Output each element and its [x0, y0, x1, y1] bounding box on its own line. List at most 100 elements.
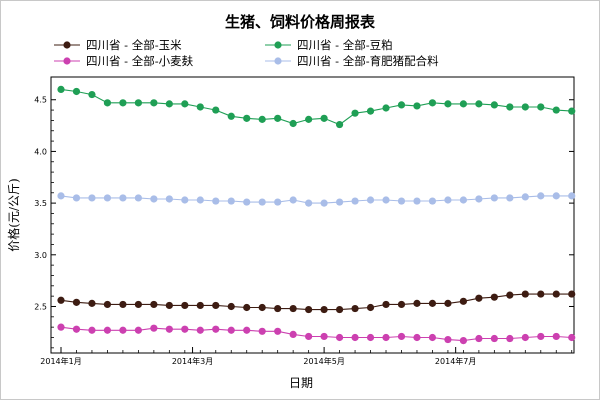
series-line-3 [60, 195, 572, 204]
data-point-series-0 [506, 291, 514, 299]
data-point-series-1 [490, 101, 498, 109]
data-point-series-1 [413, 102, 421, 110]
data-point-series-0 [475, 294, 483, 302]
series-line-2 [60, 326, 572, 342]
data-point-series-2 [274, 327, 282, 335]
data-point-series-1 [165, 100, 173, 108]
data-point-series-2 [150, 324, 158, 332]
data-point-series-2 [165, 325, 173, 333]
data-point-series-3 [305, 199, 313, 207]
data-point-series-2 [181, 325, 189, 333]
data-point-series-0 [552, 290, 560, 298]
x-axis: 2014年1月 2014年3月 2014年5月 2014年7月 [40, 347, 573, 366]
data-point-series-3 [351, 197, 359, 205]
data-point-series-3 [382, 196, 390, 204]
data-point-series-2 [568, 333, 576, 342]
data-point-series-1 [397, 101, 406, 109]
data-point-series-1 [568, 107, 576, 115]
data-point-series-2 [196, 326, 204, 334]
data-point-series-3 [212, 197, 220, 205]
data-point-series-2 [475, 334, 483, 343]
data-point-series-0 [568, 290, 576, 298]
data-point-series-2 [490, 334, 498, 343]
data-point-series-0 [428, 299, 437, 307]
y-tick-label: 2.5 [34, 302, 47, 311]
data-point-series-1 [150, 99, 158, 107]
data-point-series-3 [335, 198, 344, 206]
data-point-series-2 [57, 323, 65, 331]
series-group [57, 85, 576, 345]
data-point-series-0 [444, 299, 452, 307]
data-point-series-2 [72, 325, 81, 333]
data-point-series-0 [335, 305, 344, 314]
data-point-series-1 [366, 107, 375, 115]
y-tick-label: 4.5 [34, 96, 47, 105]
data-point-series-2 [243, 326, 251, 334]
data-point-series-2 [119, 326, 127, 334]
data-point-series-3 [552, 192, 560, 200]
data-point-series-3 [537, 192, 545, 200]
data-point-series-3 [459, 196, 467, 204]
data-point-series-3 [103, 194, 112, 202]
data-point-series-3 [243, 198, 251, 206]
data-point-series-3 [490, 194, 498, 202]
data-point-series-1 [521, 103, 529, 111]
data-point-series-0 [227, 302, 235, 311]
data-point-series-3 [366, 196, 375, 204]
legend-marker-0 [63, 41, 71, 49]
data-point-series-1 [506, 103, 514, 111]
data-point-series-0 [537, 290, 545, 298]
series-line-1 [60, 88, 572, 126]
series-line-0 [60, 293, 572, 311]
data-point-series-0 [181, 301, 189, 310]
data-point-series-0 [366, 303, 375, 312]
data-point-series-0 [103, 300, 112, 309]
x-tick-label: 2014年3月 [172, 356, 213, 366]
data-point-series-1 [459, 100, 467, 108]
data-point-series-3 [196, 196, 204, 204]
data-point-series-0 [397, 300, 406, 309]
data-point-series-1 [57, 85, 65, 94]
data-point-series-0 [413, 299, 421, 307]
data-point-series-1 [103, 99, 112, 107]
data-point-series-2 [444, 335, 452, 344]
data-point-series-2 [382, 333, 390, 342]
data-point-series-3 [258, 198, 266, 206]
chart-title: 生猪、饲料价格周报表 [225, 13, 376, 31]
data-point-series-2 [335, 333, 344, 342]
data-point-series-3 [568, 192, 576, 200]
legend-entry-3: 四川省 - 全部-育肥猪配合料 [297, 54, 439, 68]
data-point-series-3 [475, 195, 483, 203]
data-point-series-2 [289, 330, 297, 338]
data-point-series-1 [258, 115, 266, 123]
data-point-series-0 [57, 296, 65, 304]
data-point-series-3 [227, 197, 235, 205]
data-point-series-2 [134, 326, 142, 334]
data-point-series-0 [305, 305, 313, 314]
y-tick-label: 3.0 [34, 251, 47, 260]
data-point-series-0 [274, 304, 282, 313]
data-point-series-3 [119, 194, 127, 202]
data-point-series-0 [88, 299, 96, 307]
data-point-series-3 [274, 198, 282, 206]
x-tick-label: 2014年1月 [40, 356, 81, 366]
data-point-series-3 [88, 194, 96, 202]
data-point-series-3 [165, 195, 173, 203]
data-point-series-1 [227, 112, 235, 120]
data-point-series-1 [428, 99, 437, 107]
data-point-series-0 [196, 301, 204, 310]
data-point-series-3 [521, 193, 529, 201]
data-point-series-0 [521, 290, 529, 298]
data-point-series-1 [88, 90, 96, 99]
data-point-series-1 [243, 114, 251, 122]
legend-marker-3 [274, 57, 282, 65]
data-point-series-0 [212, 301, 220, 310]
data-point-series-0 [351, 304, 359, 313]
data-point-series-3 [181, 196, 189, 204]
data-point-series-1 [212, 106, 220, 114]
data-point-series-2 [552, 332, 560, 341]
data-point-series-0 [258, 303, 266, 312]
data-point-series-1 [196, 103, 204, 111]
data-point-series-0 [150, 300, 158, 309]
